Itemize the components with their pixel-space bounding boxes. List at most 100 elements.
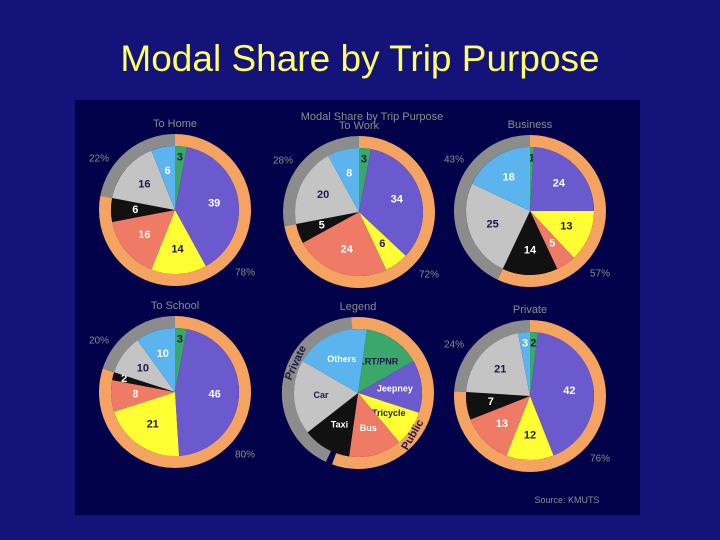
ring-arc-private bbox=[454, 135, 531, 280]
slice-lrt-pnr bbox=[530, 332, 539, 396]
ring-arc-public bbox=[284, 136, 435, 288]
data-label: 20 bbox=[317, 189, 329, 201]
slice-car bbox=[466, 333, 530, 396]
slice-taxi bbox=[112, 372, 175, 392]
slice-bus bbox=[111, 380, 175, 412]
figure-title: Modal Share by Trip Purpose bbox=[301, 111, 443, 123]
ring-arc-private bbox=[102, 316, 176, 373]
data-label: 6 bbox=[379, 238, 385, 250]
slice-tricycle bbox=[151, 210, 206, 274]
ring-arc-public bbox=[99, 134, 251, 286]
data-label: 6 bbox=[165, 165, 171, 177]
slide-title: Modal Share by Trip Purpose bbox=[120, 38, 600, 79]
slice-tricycle bbox=[506, 396, 554, 461]
pie-to-school: 3 46 21 82 10 10 To School 20% 80% bbox=[89, 300, 255, 468]
slice-car bbox=[466, 183, 530, 269]
slice-jeepney bbox=[530, 147, 594, 211]
ring-label-public: 78% bbox=[235, 268, 255, 279]
slice-bus bbox=[470, 396, 530, 456]
legend-item-label: Others bbox=[327, 354, 356, 364]
legend-pie: Legend LRT/PNR Jeepney Tricycle Bus Taxi Car Ot… bbox=[282, 301, 434, 469]
data-label: 8 bbox=[132, 388, 138, 400]
slice-lrt-pnr bbox=[175, 146, 187, 210]
pie-to-home: 3 39 14 16 6 16 6 To Home 22% 78% bbox=[89, 118, 255, 286]
data-label: 3 bbox=[177, 334, 183, 346]
slice-lrt-pnr bbox=[359, 148, 371, 212]
ring-arc-public bbox=[99, 316, 251, 468]
ring-arc-public bbox=[497, 135, 606, 287]
ring-label-private: 28% bbox=[273, 156, 293, 167]
pie-title: To Work bbox=[339, 120, 380, 132]
slice-lrt-pnr bbox=[530, 147, 535, 211]
legend-item-label: Tricycle bbox=[372, 408, 406, 418]
ring-label-public: 72% bbox=[419, 270, 439, 281]
ring-arc-private bbox=[100, 134, 176, 199]
ring-label-private: 20% bbox=[89, 336, 109, 347]
pie-title: Business bbox=[508, 119, 553, 131]
data-label: 34 bbox=[391, 194, 404, 206]
slice-car bbox=[112, 150, 175, 210]
legend-item-label: Car bbox=[313, 390, 329, 400]
slice-jeepney bbox=[530, 332, 594, 456]
data-label: 24 bbox=[341, 244, 354, 256]
data-label: 46 bbox=[208, 388, 220, 400]
legend-slice-tricycle bbox=[358, 393, 419, 443]
data-label: 5 bbox=[549, 238, 555, 250]
ring-arc-private bbox=[283, 136, 360, 227]
slice-others bbox=[137, 328, 175, 392]
pie-title: Private bbox=[513, 304, 547, 316]
data-label: 6 bbox=[132, 204, 138, 216]
slice-bus bbox=[112, 210, 175, 270]
slice-others bbox=[518, 332, 530, 396]
slice-jeepney bbox=[175, 147, 239, 267]
slice-others bbox=[151, 146, 175, 210]
slice-car bbox=[114, 340, 175, 392]
data-label: 16 bbox=[138, 229, 150, 241]
data-label: 1 bbox=[529, 152, 535, 164]
data-label: 24 bbox=[553, 178, 566, 190]
legend-slice-taxi bbox=[307, 393, 358, 457]
data-label: 8 bbox=[346, 167, 352, 179]
slice-jeepney bbox=[175, 329, 240, 456]
data-label: 16 bbox=[138, 179, 150, 191]
ring-label-public: 76% bbox=[590, 454, 610, 465]
pie-private: 2 42 12 137 21 3 Private 24% 76% bbox=[444, 304, 610, 472]
data-label: 21 bbox=[494, 364, 506, 376]
slice-taxi bbox=[296, 212, 359, 243]
legend-title: Legend bbox=[340, 301, 377, 313]
legend-item-label: Jeepney bbox=[377, 383, 413, 393]
slice-tricycle bbox=[359, 212, 406, 270]
slice-car bbox=[295, 155, 359, 224]
data-label: 3 bbox=[361, 154, 367, 166]
data-label: 2 bbox=[530, 338, 536, 350]
data-label: 7 bbox=[488, 396, 494, 408]
ring-label-public: 57% bbox=[590, 269, 610, 280]
ring-arc-public bbox=[454, 320, 606, 472]
slice-lrt-pnr bbox=[175, 328, 187, 392]
ring-label-private: 24% bbox=[444, 340, 464, 351]
slice-others bbox=[472, 147, 530, 211]
pie-title: To School bbox=[151, 300, 199, 312]
data-label: 10 bbox=[137, 363, 149, 375]
slice-tricycle bbox=[114, 392, 180, 457]
slice-taxi bbox=[502, 211, 558, 275]
pie-charts-figure: Modal Share by Trip Purpose Source: KMUT… bbox=[89, 111, 610, 505]
slice-taxi bbox=[111, 198, 175, 222]
data-label: 2 bbox=[121, 373, 127, 385]
figure-source: Source: KMUTS bbox=[534, 495, 599, 505]
legend-item-label: Bus bbox=[360, 423, 377, 433]
slice-taxi bbox=[466, 391, 530, 420]
data-label: 14 bbox=[171, 244, 184, 256]
slice-others bbox=[328, 148, 359, 212]
slice-jeepney bbox=[359, 149, 423, 256]
legend-ring-private bbox=[282, 317, 353, 462]
data-label: 5 bbox=[319, 219, 325, 231]
ring-label-private: 22% bbox=[89, 154, 109, 165]
slice-tricycle bbox=[530, 211, 594, 258]
pie-business: 1 24 13 5 14 25 18 Business 43% 57% bbox=[444, 119, 610, 287]
pie-to-work: 3 34 6 24 5 20 8 To Work 28% 72% bbox=[273, 120, 439, 288]
slice-bus bbox=[302, 212, 387, 276]
data-label: 39 bbox=[208, 198, 220, 210]
ring-arc-private bbox=[454, 320, 531, 393]
pie-title: To Home bbox=[153, 118, 197, 130]
